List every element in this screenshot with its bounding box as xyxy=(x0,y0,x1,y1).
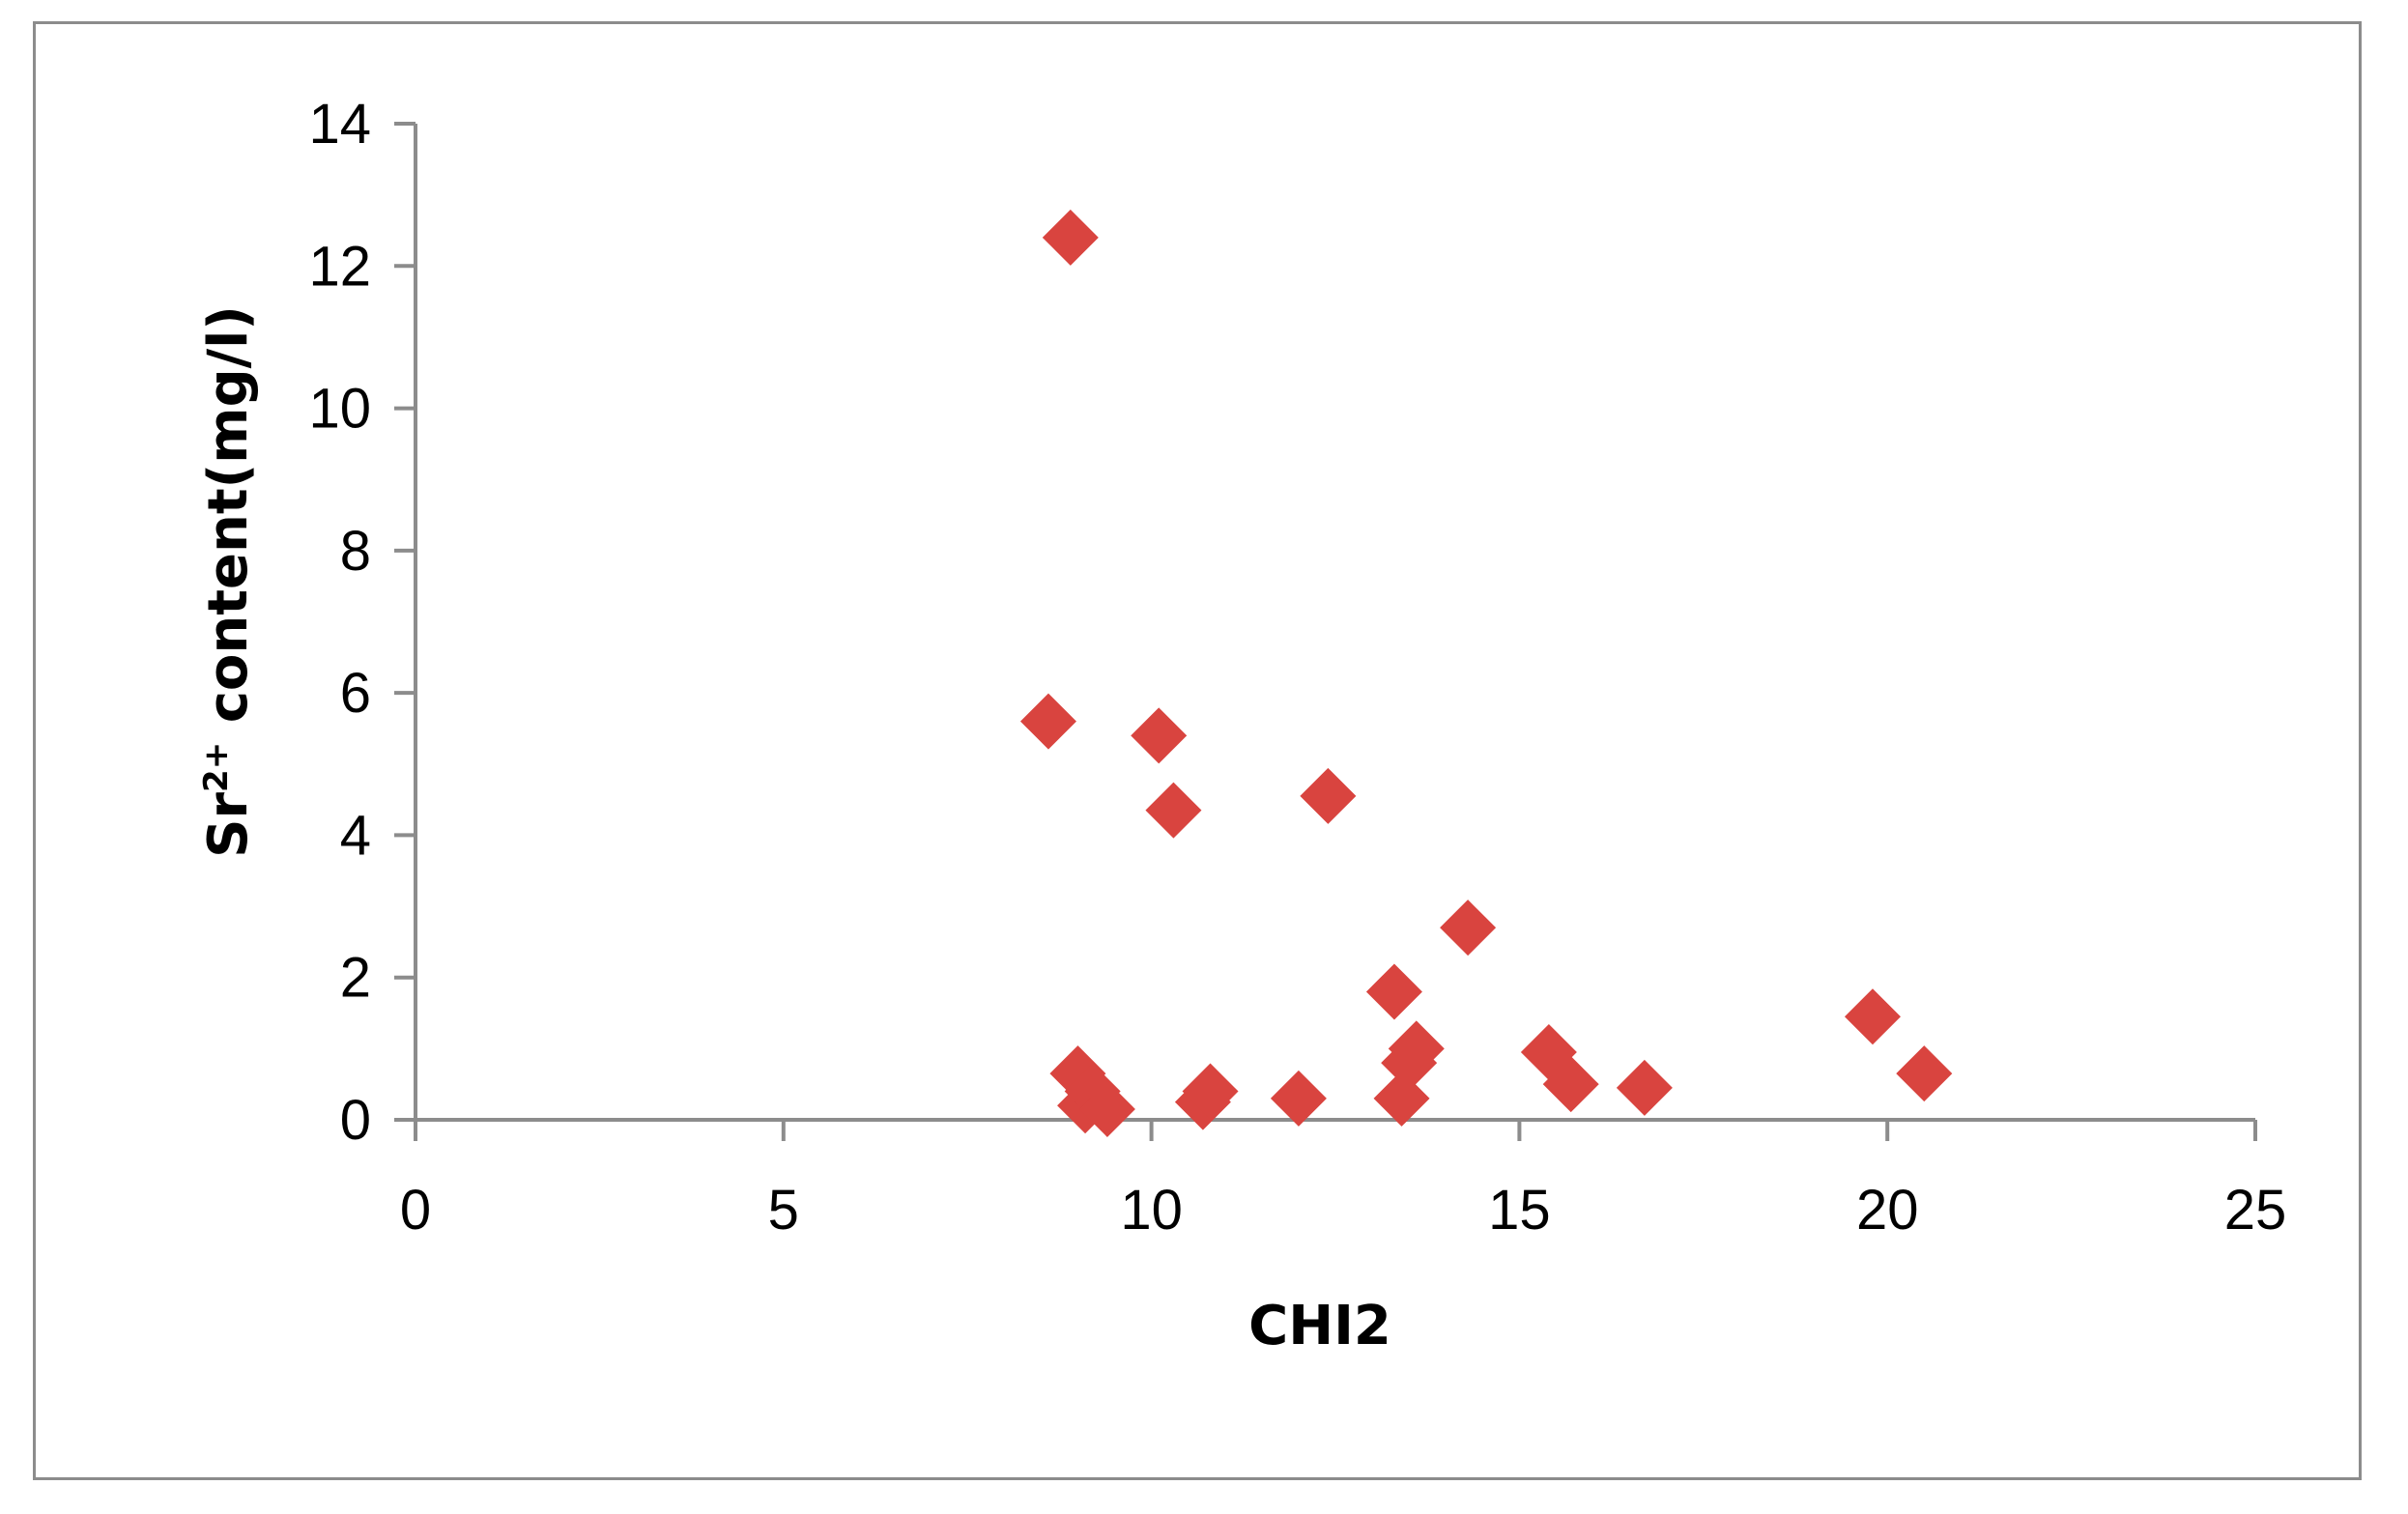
data-point xyxy=(1388,1020,1445,1077)
y-axis-title: Sr2+ content(mg/l) xyxy=(197,305,260,858)
y-tick-label: 14 xyxy=(308,93,371,156)
x-tick-label: 20 xyxy=(1856,1179,1919,1242)
chart-area: 0 2 4 6 8 10 12 14 0 5 10 15 20 25 CHI2 Sr2+ content(… xyxy=(33,21,2362,1480)
y-axis-title-superscript: 2+ xyxy=(197,742,236,792)
data-point xyxy=(1270,1070,1327,1127)
y-axis-title-rest: content(mg/l) xyxy=(197,305,260,742)
data-points xyxy=(1019,209,1953,1137)
x-tick-label: 5 xyxy=(768,1179,799,1242)
data-point xyxy=(1078,1080,1135,1137)
data-point xyxy=(1844,988,1901,1045)
data-point xyxy=(1440,900,1497,957)
data-point xyxy=(1300,767,1357,824)
data-point xyxy=(1616,1059,1673,1116)
data-point xyxy=(1896,1045,1953,1102)
y-tick-label: 4 xyxy=(340,804,371,867)
y-tick-label: 2 xyxy=(340,947,371,1010)
data-point xyxy=(1365,963,1422,1020)
data-point xyxy=(1042,209,1099,266)
x-tick-label: 0 xyxy=(400,1179,431,1242)
scatter-chart: 0 2 4 6 8 10 12 14 0 5 10 15 20 25 CHI2 Sr2+ content(… xyxy=(197,93,2286,1357)
data-point xyxy=(1145,782,1202,839)
x-tick-label: 15 xyxy=(1488,1179,1551,1242)
data-point xyxy=(1182,1063,1239,1120)
data-point xyxy=(1131,707,1188,764)
tick-labels: 0 2 4 6 8 10 12 14 0 5 10 15 20 25 xyxy=(308,93,2286,1242)
y-tick-label: 8 xyxy=(340,520,371,583)
y-axis-title-base: Sr xyxy=(197,792,260,858)
y-tick-label: 10 xyxy=(308,378,371,441)
x-axis-title: CHI2 xyxy=(1248,1295,1391,1357)
data-point xyxy=(1542,1056,1599,1113)
data-point xyxy=(1373,1070,1430,1127)
y-tick-label: 6 xyxy=(340,662,371,725)
y-tick-label: 12 xyxy=(308,235,371,298)
x-tick-label: 25 xyxy=(2224,1179,2287,1242)
x-tick-label: 10 xyxy=(1120,1179,1183,1242)
axes xyxy=(394,122,2257,1141)
data-point xyxy=(1019,693,1076,750)
y-tick-label: 0 xyxy=(340,1089,371,1152)
